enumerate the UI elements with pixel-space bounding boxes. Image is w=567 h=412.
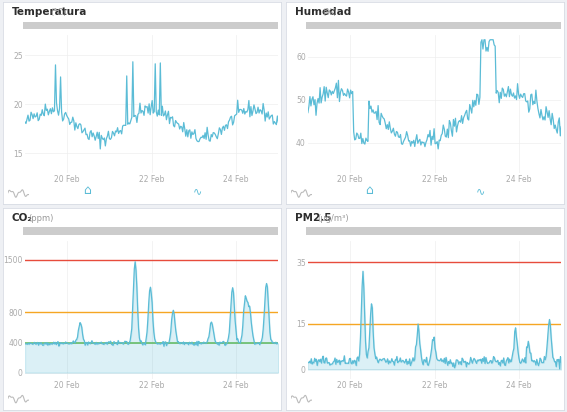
Text: ∿: ∿ [476, 187, 485, 197]
Text: Humedad: Humedad [295, 7, 351, 17]
Text: ∿: ∿ [193, 187, 202, 197]
Text: PM2.5: PM2.5 [295, 213, 331, 223]
Text: (%): (%) [323, 8, 337, 17]
Text: ⌂: ⌂ [83, 183, 91, 197]
Text: CO₂: CO₂ [12, 213, 33, 223]
Text: (μg/m³): (μg/m³) [317, 214, 349, 223]
Text: Temperatura: Temperatura [12, 7, 87, 17]
Text: ⌂: ⌂ [366, 183, 374, 197]
Text: (°C): (°C) [50, 8, 67, 17]
Text: (ppm): (ppm) [28, 214, 54, 223]
